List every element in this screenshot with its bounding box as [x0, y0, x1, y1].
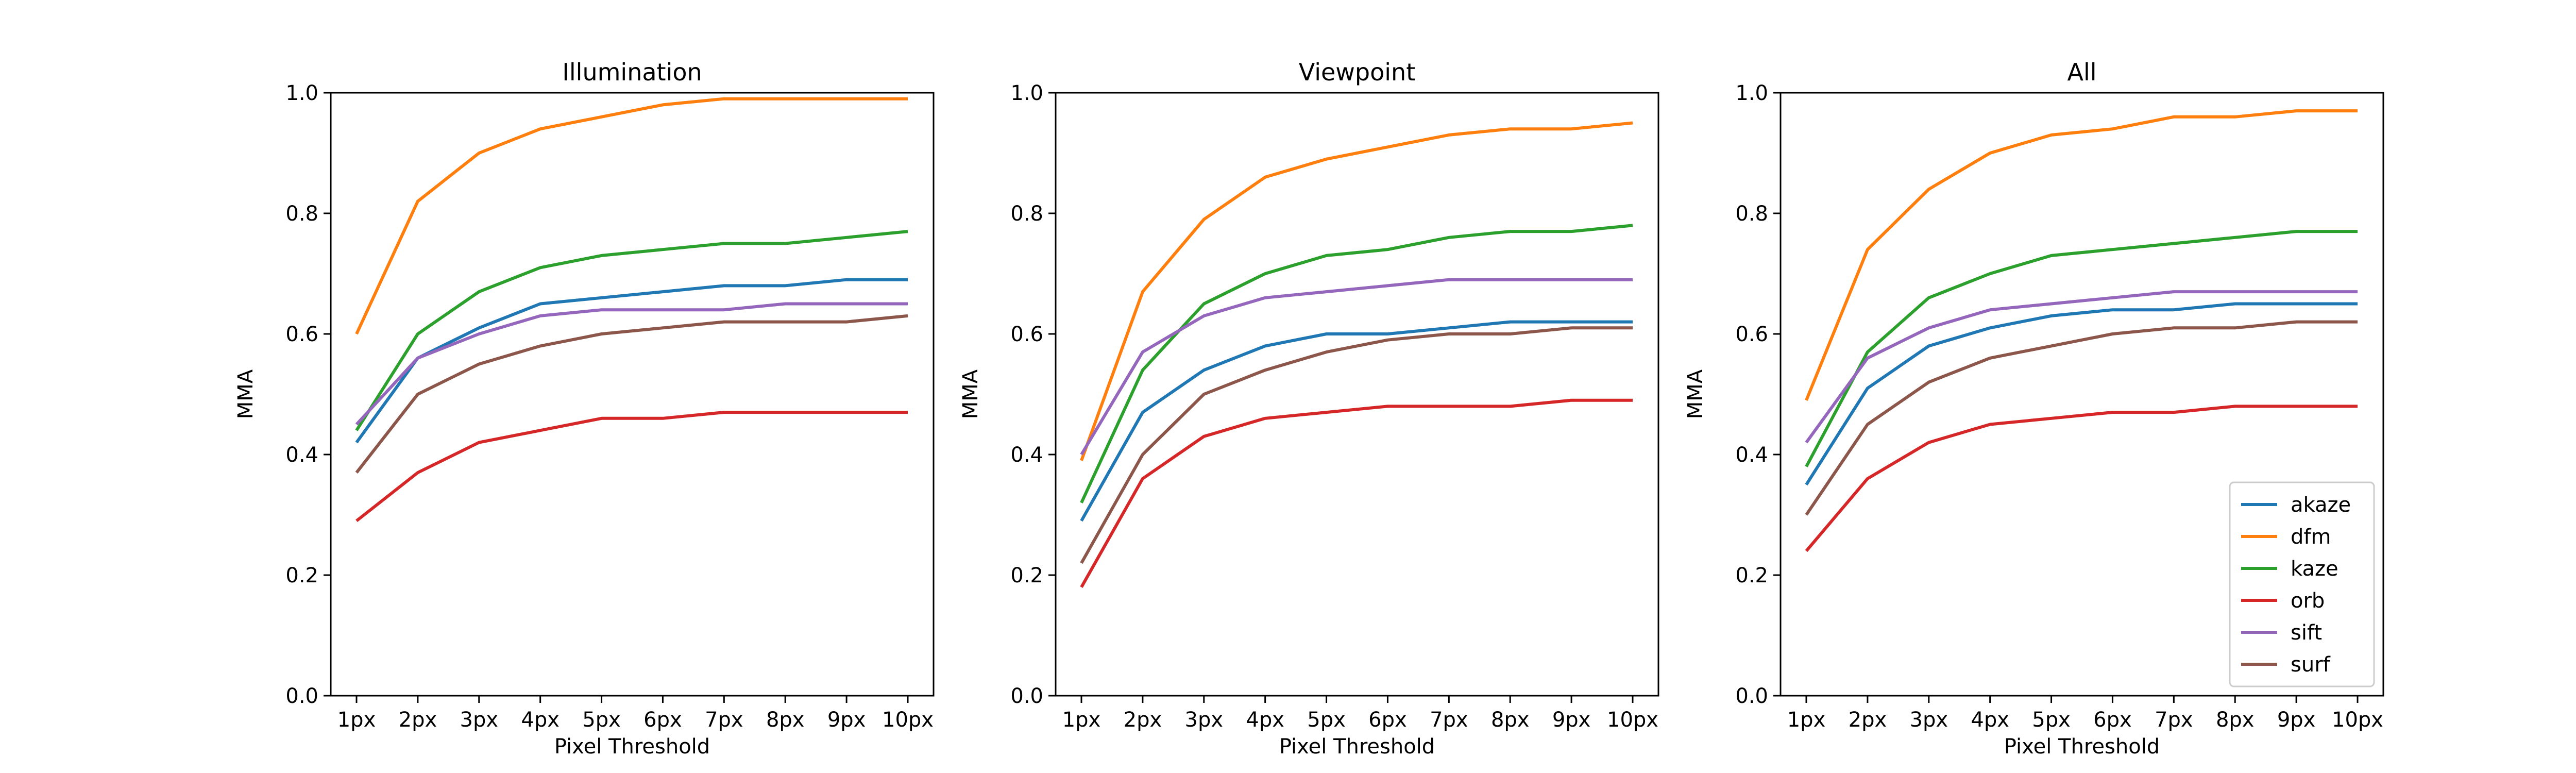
- x-tick-label: 10px: [1607, 708, 1658, 732]
- chart-title: All: [2067, 58, 2096, 86]
- x-tick-label: 2px: [1124, 708, 1162, 732]
- x-axis-label: Pixel Threshold: [2004, 735, 2160, 759]
- y-tick-label: 0.4: [1735, 443, 1768, 467]
- series-line-orb: [1080, 398, 1633, 588]
- x-tick-label: 10px: [882, 708, 934, 732]
- x-tick-label: 6px: [1368, 708, 1407, 732]
- series-line-dfm: [1805, 109, 2358, 401]
- series-line-sift: [1805, 290, 2358, 444]
- x-tick-label: 3px: [1185, 708, 1224, 732]
- x-tick-label: 7px: [2155, 708, 2193, 732]
- series-line-dfm: [355, 97, 908, 335]
- y-tick-label: 0.4: [1010, 443, 1043, 467]
- x-tick-label: 8px: [2216, 708, 2255, 732]
- y-tick-label: 0.6: [1735, 323, 1768, 346]
- y-tick-label: 1.0: [285, 81, 318, 105]
- x-tick-label: 9px: [2277, 708, 2316, 732]
- x-tick-label: 7px: [705, 708, 743, 732]
- y-tick-label: 0.6: [285, 323, 318, 346]
- plot-frame: [1780, 92, 2384, 697]
- x-tick-label: 1px: [1062, 708, 1101, 732]
- x-tick-label: 4px: [1246, 708, 1284, 732]
- y-tick-label: 0.0: [1735, 684, 1768, 708]
- legend-label-dfm: dfm: [2291, 525, 2331, 549]
- series-line-kaze: [1805, 230, 2358, 467]
- y-tick-label: 0.2: [1010, 564, 1043, 587]
- x-tick-label: 3px: [1910, 708, 1948, 732]
- legend: akaze dfm kaze orb sift surf: [2229, 481, 2375, 687]
- series-line-kaze: [355, 230, 908, 431]
- y-tick-label: 0.8: [1010, 202, 1043, 226]
- x-tick-label: 10px: [2332, 708, 2383, 732]
- series-line-orb: [1805, 405, 2358, 552]
- x-tick-label: 5px: [582, 708, 621, 732]
- y-tick-label: 0.0: [1010, 684, 1043, 708]
- series-line-dfm: [1080, 121, 1633, 461]
- series-line-surf: [1805, 320, 2358, 516]
- x-tick-label: 9px: [827, 708, 866, 732]
- plot-frame: [330, 92, 935, 697]
- x-tick-label: 1px: [337, 708, 376, 732]
- y-tick-label: 0.2: [285, 564, 318, 587]
- chart-panel-3: 1px 2px 3px 4px 5px 6px 7px 8px 9px 10px 0.0 0.2 0.4…: [1684, 58, 2384, 759]
- x-tick-label: 2px: [399, 708, 437, 732]
- y-tick-label: 0.8: [1735, 202, 1768, 226]
- x-tick-label: 8px: [1491, 708, 1530, 732]
- chart-panel-1: 1px 2px 3px 4px 5px 6px 7px 8px 9px 10px 0.0 0.2 0.4…: [234, 58, 935, 759]
- y-tick-label: 0.4: [285, 443, 318, 467]
- x-axis-label: Pixel Threshold: [1279, 735, 1435, 759]
- series-line-orb: [355, 411, 908, 523]
- y-tick-label: 0.0: [285, 684, 318, 708]
- chart-title: Illumination: [562, 58, 702, 86]
- y-axis-label: MMA: [234, 369, 258, 419]
- series-line-kaze: [1080, 224, 1633, 503]
- x-tick-label: 4px: [521, 708, 560, 732]
- series-line-sift: [355, 302, 908, 426]
- chart-panel-2: 1px 2px 3px 4px 5px 6px 7px 8px 9px 10px 0.0 0.2 0.4…: [959, 58, 1659, 759]
- series-line-sift: [1080, 278, 1633, 456]
- series-line-surf: [355, 314, 908, 474]
- legend-box: [2229, 481, 2375, 687]
- x-tick-label: 6px: [643, 708, 682, 732]
- series-line-akaze: [1080, 320, 1633, 522]
- y-tick-label: 1.0: [1735, 81, 1768, 105]
- plot-frame: [1055, 92, 1659, 697]
- x-tick-label: 7px: [1430, 708, 1468, 732]
- legend-label-surf: surf: [2291, 653, 2331, 677]
- x-tick-label: 3px: [460, 708, 499, 732]
- x-tick-label: 1px: [1787, 708, 1826, 732]
- y-tick-label: 0.6: [1010, 323, 1043, 346]
- y-tick-label: 0.8: [285, 202, 318, 226]
- x-tick-label: 2px: [1849, 708, 1887, 732]
- x-tick-label: 5px: [1307, 708, 1346, 732]
- series-line-akaze: [355, 278, 908, 444]
- x-tick-label: 6px: [2093, 708, 2132, 732]
- chart-title: Viewpoint: [1299, 58, 1415, 86]
- y-tick-label: 1.0: [1010, 81, 1043, 105]
- y-axis-label: MMA: [1684, 369, 1707, 419]
- x-tick-label: 9px: [1552, 708, 1591, 732]
- x-axis-label: Pixel Threshold: [554, 735, 710, 759]
- series-line-akaze: [1805, 302, 2358, 486]
- x-tick-label: 8px: [766, 708, 805, 732]
- legend-label-sift: sift: [2291, 621, 2322, 645]
- legend-label-orb: orb: [2291, 589, 2325, 613]
- legend-label-akaze: akaze: [2291, 493, 2351, 517]
- y-axis-label: MMA: [959, 369, 982, 419]
- series-line-surf: [1080, 326, 1633, 564]
- x-tick-label: 5px: [2032, 708, 2071, 732]
- x-tick-label: 4px: [1971, 708, 2009, 732]
- legend-label-kaze: kaze: [2291, 557, 2338, 581]
- y-tick-label: 0.2: [1735, 564, 1768, 587]
